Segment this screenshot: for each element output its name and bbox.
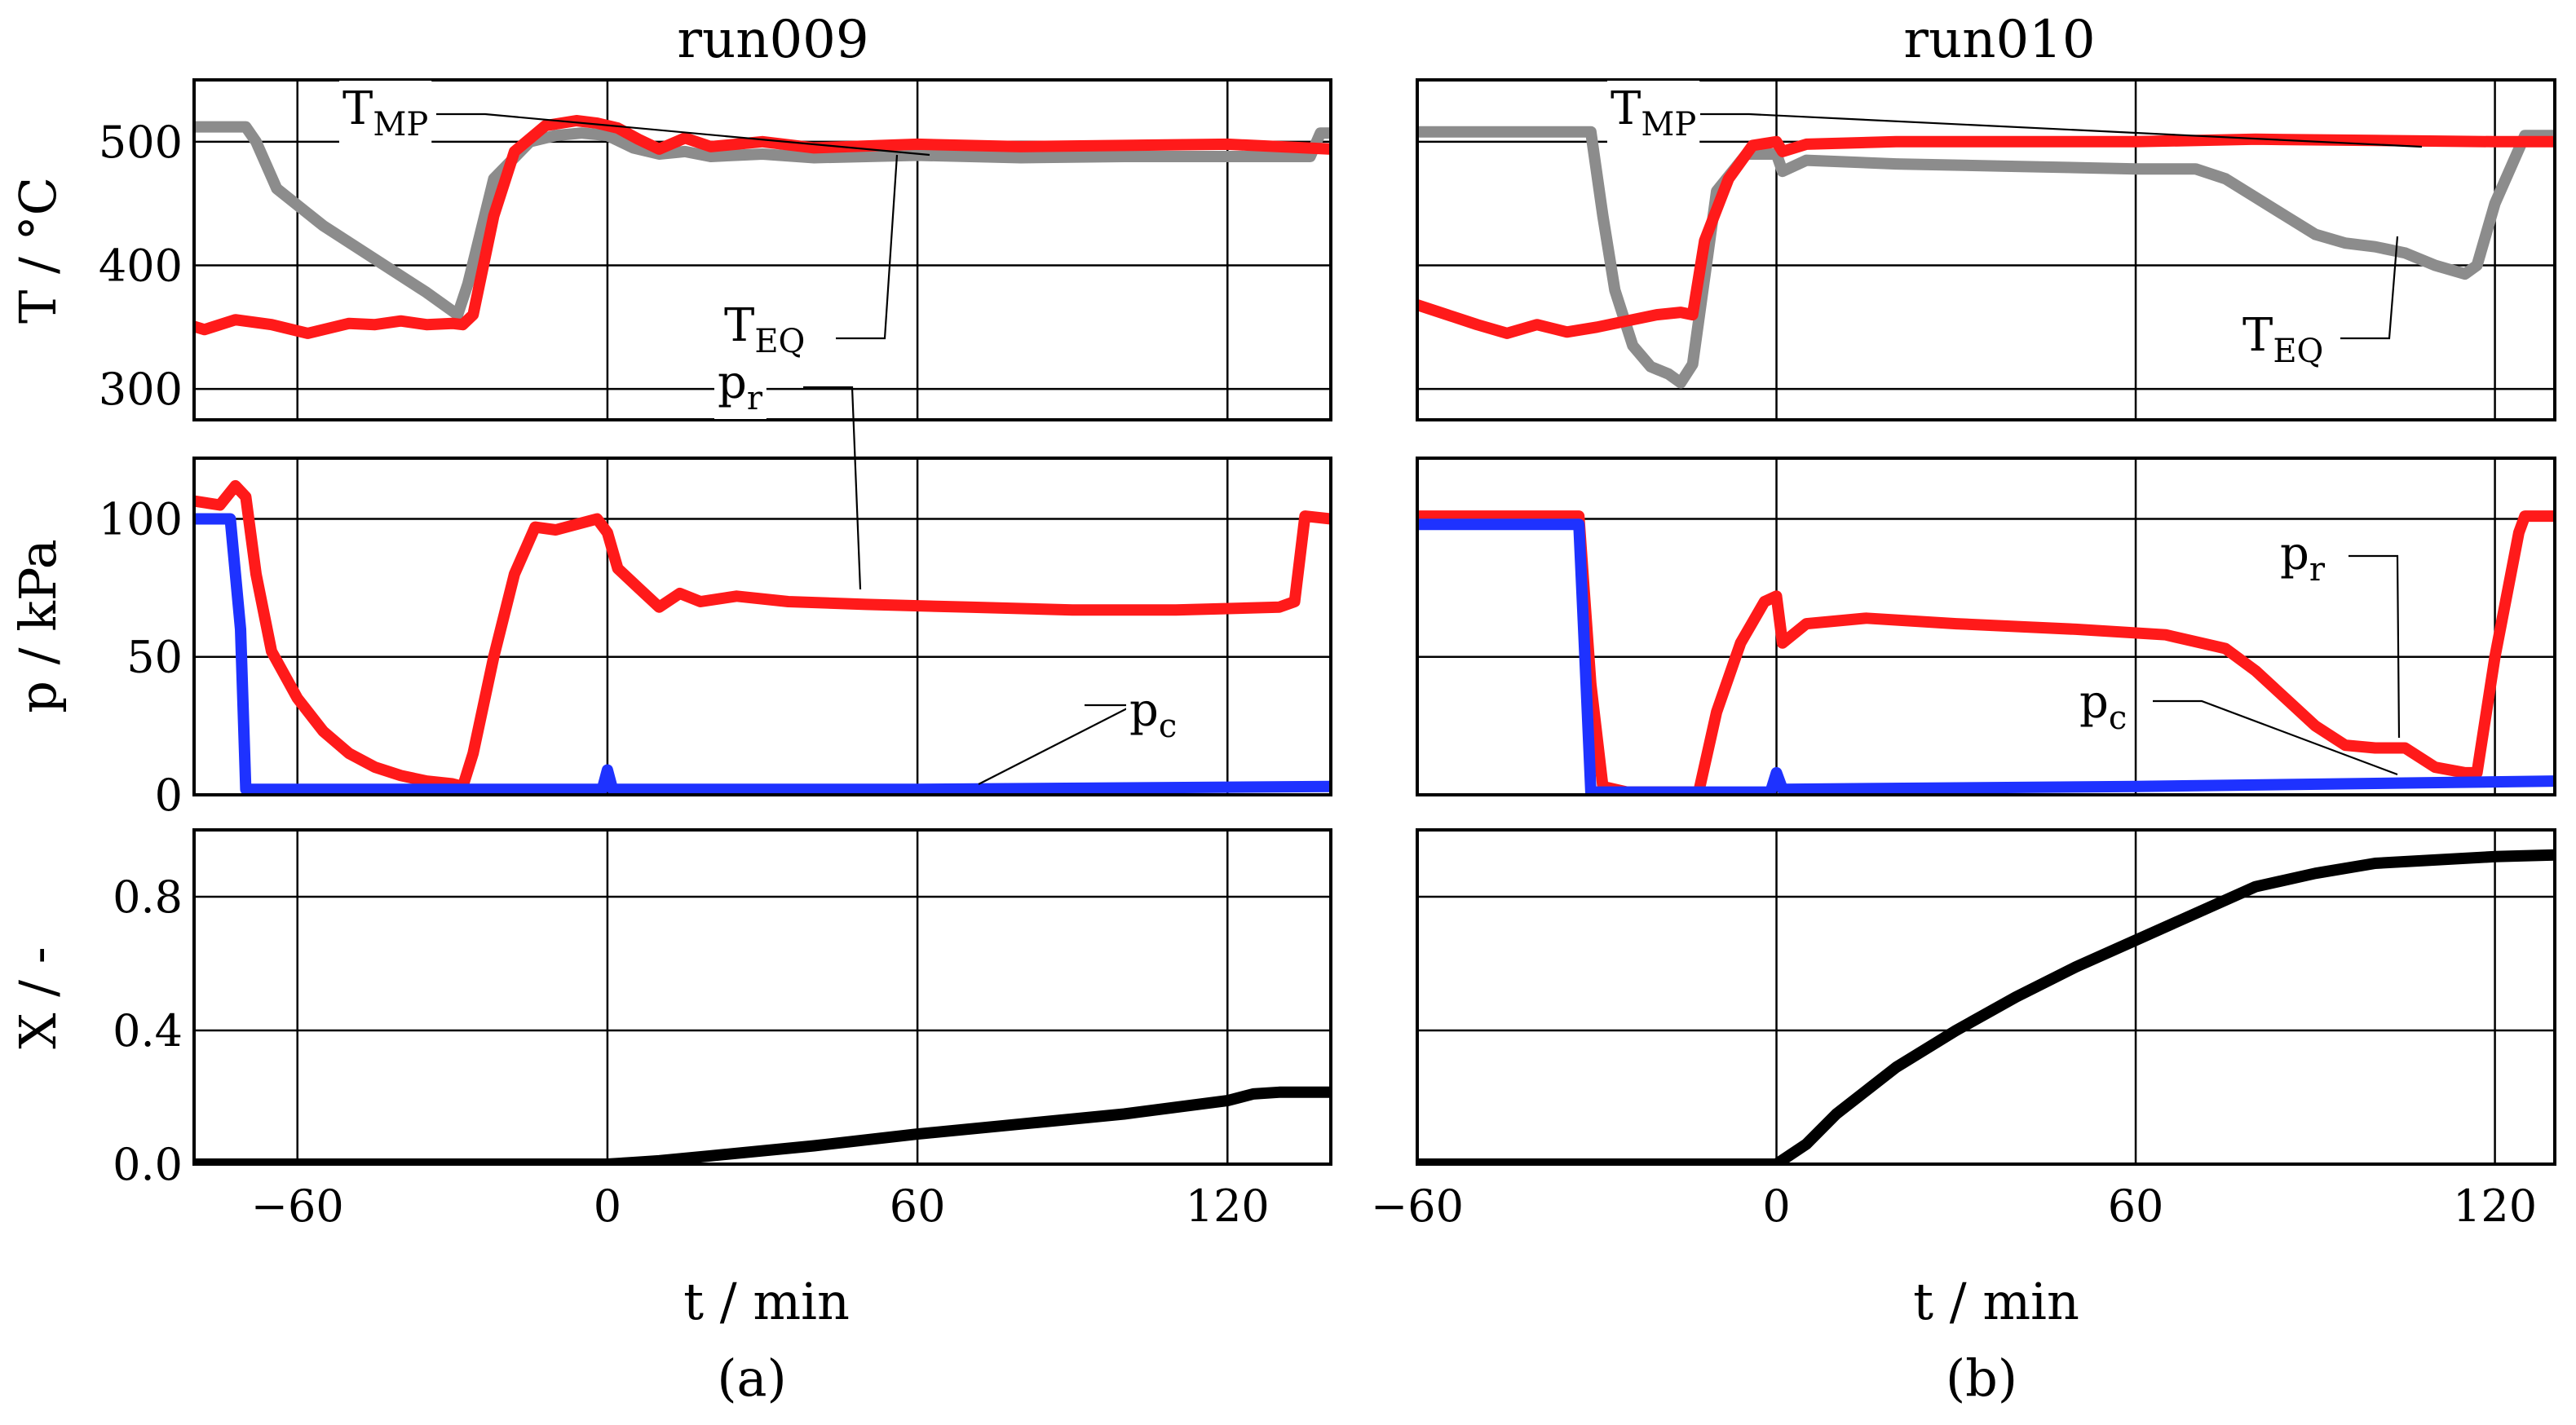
- annotation-bg: [2239, 307, 2327, 372]
- x-tick-label: 120: [1186, 1180, 1270, 1232]
- annotation-leader: [836, 154, 899, 340]
- subplot-X-run010: −60 0 60 120: [1371, 828, 2556, 1232]
- x-tick-label: 60: [2108, 1180, 2164, 1232]
- series-T_EQ-run010: [1417, 133, 2555, 339]
- x-label-a: t / min: [683, 1272, 850, 1331]
- series-p_c-run009: [194, 513, 1331, 795]
- annotation-T_MP: TMP: [342, 82, 428, 143]
- annotation-bg: [2277, 526, 2329, 590]
- annotation-T_EQ: TEQ: [724, 299, 805, 360]
- series-T_EQ-run009: [194, 115, 1331, 339]
- subplot-T-run010: TMP TEQ: [1416, 78, 2556, 421]
- y-tick-label: 500: [99, 117, 183, 168]
- plot-frame: [1416, 457, 2556, 796]
- annotation-bg: [339, 81, 432, 145]
- x-tick-label: −60: [1371, 1180, 1464, 1232]
- series-p_c-run010: [1417, 518, 2555, 795]
- plot-frame: [192, 78, 1332, 421]
- y-label-conversion: X / -: [8, 946, 68, 1048]
- run-title-a: run009: [677, 10, 868, 70]
- series-X-run010: [1417, 849, 2555, 1164]
- annotation-T_MP: TMP: [1611, 82, 1696, 143]
- plot-frame: [1416, 78, 2556, 421]
- x-tick-label: 60: [890, 1180, 946, 1232]
- series-p_r-run009: [194, 479, 1331, 792]
- y-tick-label: 0.4: [113, 1005, 183, 1057]
- plot-frame: [1416, 828, 2556, 1166]
- y-tick-label: 300: [99, 364, 183, 415]
- x-label-b: t / min: [1913, 1272, 2079, 1331]
- annotation-leader: [1700, 112, 2423, 148]
- annotation-leader: [2340, 236, 2399, 340]
- y-label-pressure: p / kPa: [8, 539, 68, 712]
- annotation-p_r: pr: [2280, 527, 2326, 589]
- subplot-p-run009: 0 50 100 pr pc: [99, 355, 1332, 821]
- annotation-bg: [1607, 81, 1700, 145]
- annotation-leader: [2153, 699, 2398, 776]
- subplot-p-run010: pr pc: [1416, 457, 2556, 796]
- subplot-T-run009: 300 400 500 TMP TEQ: [99, 78, 1332, 421]
- annotation-p_r: pr: [718, 356, 763, 417]
- x-tick-label: −60: [251, 1180, 344, 1232]
- y-tick-label: 0.0: [113, 1139, 183, 1190]
- series-X-run009: [194, 1086, 1331, 1164]
- annotation-bg: [2076, 674, 2131, 739]
- annotation-leader: [2348, 554, 2401, 739]
- annotation-p_c: pc: [2079, 676, 2127, 737]
- x-tick-label: 120: [2453, 1180, 2537, 1232]
- panel-label-b: (b): [1946, 1348, 2017, 1408]
- series-T_MP-run010: [1417, 126, 2555, 389]
- annotation-T_EQ: TEQ: [2242, 309, 2323, 370]
- plot-frame: [192, 828, 1332, 1166]
- run-title-b: run010: [1903, 10, 2095, 70]
- annotation-bg: [1126, 682, 1181, 747]
- annotation-leader: [978, 704, 1134, 785]
- subplot-X-run009: 0.0 0.4 0.8 −60 0 60 120: [113, 828, 1332, 1232]
- panel-label-a: (a): [717, 1348, 786, 1408]
- annotation-p_c: pc: [1129, 684, 1177, 745]
- y-tick-label: 50: [126, 632, 183, 683]
- annotation-leader: [803, 386, 862, 590]
- annotation-bg: [721, 298, 809, 362]
- y-tick-label: 100: [99, 493, 183, 545]
- plot-frame: [192, 457, 1332, 796]
- y-tick-label: 0: [155, 770, 183, 821]
- y-tick-label: 0.8: [113, 871, 183, 923]
- x-tick-label: 0: [594, 1180, 621, 1232]
- y-label-temperature: T / °C: [8, 177, 68, 324]
- y-tick-label: 400: [99, 240, 183, 291]
- annotation-bg: [714, 355, 767, 419]
- x-tick-label: 0: [1762, 1180, 1790, 1232]
- series-T_MP-run009: [194, 121, 1331, 321]
- annotation-leader: [436, 112, 930, 157]
